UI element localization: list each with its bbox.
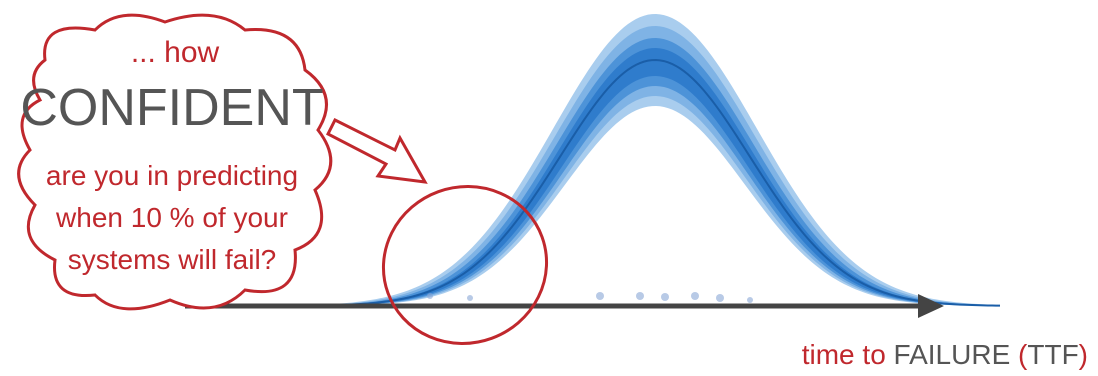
confidence-band: [200, 48, 1000, 306]
callout-line: when 10 % of your: [55, 202, 288, 233]
callout-line: systems will fail?: [68, 244, 276, 275]
axis-label: time to FAILURE (TTF): [802, 339, 1088, 370]
axis-arrowhead: [918, 294, 944, 318]
failure-points: [427, 292, 753, 303]
highlight-circle: [381, 185, 549, 345]
callout-line: ... how: [131, 36, 220, 69]
axis-label-part: TTF: [1027, 339, 1078, 370]
callout-line: are you in predicting: [46, 160, 298, 191]
callout-line: CONFIDENT: [20, 79, 323, 137]
confidence-band: [200, 38, 1000, 306]
axis-label-part: (: [1018, 339, 1028, 370]
axis-label-part: FAILURE: [894, 339, 1011, 370]
pointer-arrow: [325, 117, 428, 184]
axis-label-part: ): [1079, 339, 1088, 370]
thought-cloud: [17, 13, 333, 311]
axis-label-part: time to: [802, 339, 886, 370]
